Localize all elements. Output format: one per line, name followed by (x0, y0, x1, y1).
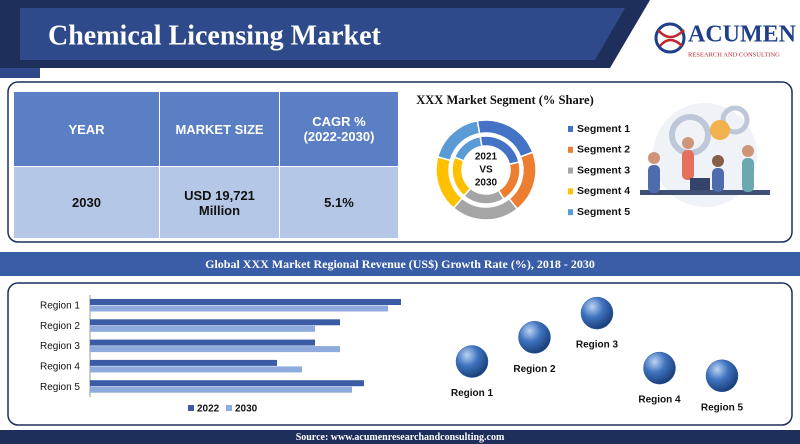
bubble (705, 359, 739, 393)
bubble-label: Region 1 (451, 388, 494, 399)
donut-segment (453, 135, 483, 162)
legend-label: Segment 3 (577, 164, 630, 176)
header-tab (0, 68, 40, 78)
header-inner (20, 8, 625, 60)
illustration (640, 103, 770, 207)
y-tick-label: Region 4 (40, 362, 80, 373)
bar (90, 386, 352, 393)
table-cell: 5.1% (280, 166, 398, 238)
bar (90, 319, 340, 326)
top-panel (7, 81, 793, 243)
bubble (518, 321, 551, 354)
footer-band (0, 430, 800, 444)
y-tick-label: Region 5 (40, 382, 80, 393)
bubble-label: Region 5 (701, 402, 744, 413)
legend-label: 2030 (235, 404, 258, 415)
section-title: Global XXX Market Regional Revenue (US$)… (205, 257, 595, 271)
bar (90, 339, 315, 346)
footer-source: Source: www.acumenresearchandconsulting.… (296, 432, 505, 443)
table-header: YEAR (14, 92, 160, 166)
bar (90, 346, 340, 353)
section-banner (0, 252, 800, 276)
bubble-label: Region 2 (513, 364, 556, 375)
bar (90, 380, 364, 387)
y-tick-label: Region 2 (40, 321, 80, 332)
legend-swatch (226, 405, 232, 411)
logo-tagline: RESEARCH AND CONSULTING (688, 51, 780, 58)
logo-globe (654, 22, 686, 54)
legend-label: Segment 4 (577, 185, 630, 197)
legend-label: 2022 (197, 404, 220, 415)
donut-hole (463, 147, 509, 193)
bar (90, 299, 401, 305)
bar (90, 359, 277, 366)
bar (90, 366, 302, 373)
bubble-label: Region 4 (638, 395, 681, 406)
donut-title: XXX Market Segment (% Share) (416, 93, 594, 107)
y-tick-label: Region 3 (40, 341, 80, 352)
bubble (580, 296, 614, 330)
legend-label: Segment 5 (577, 206, 630, 218)
donut-center-label: 2021 (475, 152, 498, 163)
legend-label: Segment 2 (577, 144, 630, 156)
table-header: CAGR % (2022-2030) (280, 92, 398, 166)
legend-swatch (568, 188, 573, 195)
donut-center-label: 2030 (475, 178, 498, 189)
bubble-label: Region 3 (576, 340, 619, 351)
table-cell: USD 19,721 Million (160, 166, 280, 238)
bubble (455, 345, 489, 378)
logo-name: ACUMEN (688, 22, 797, 48)
legend-label: Segment 1 (577, 123, 630, 135)
bar (90, 325, 315, 332)
legend-swatch (568, 167, 573, 174)
table-header: MARKET SIZE (160, 92, 280, 166)
legend-swatch (568, 146, 573, 153)
bubble (643, 351, 676, 385)
legend-swatch (188, 405, 194, 411)
donut-center-label: VS (479, 165, 493, 176)
legend-swatch (568, 209, 573, 216)
legend-swatch (568, 126, 573, 132)
bottom-panel (7, 282, 793, 426)
bar (90, 305, 388, 312)
page-title: Chemical Licensing Market (48, 20, 382, 51)
table-cell: 2030 (14, 166, 160, 238)
logo-swoosh (657, 29, 685, 47)
donut-segment (436, 119, 481, 162)
y-tick-label: Region 1 (40, 301, 80, 312)
